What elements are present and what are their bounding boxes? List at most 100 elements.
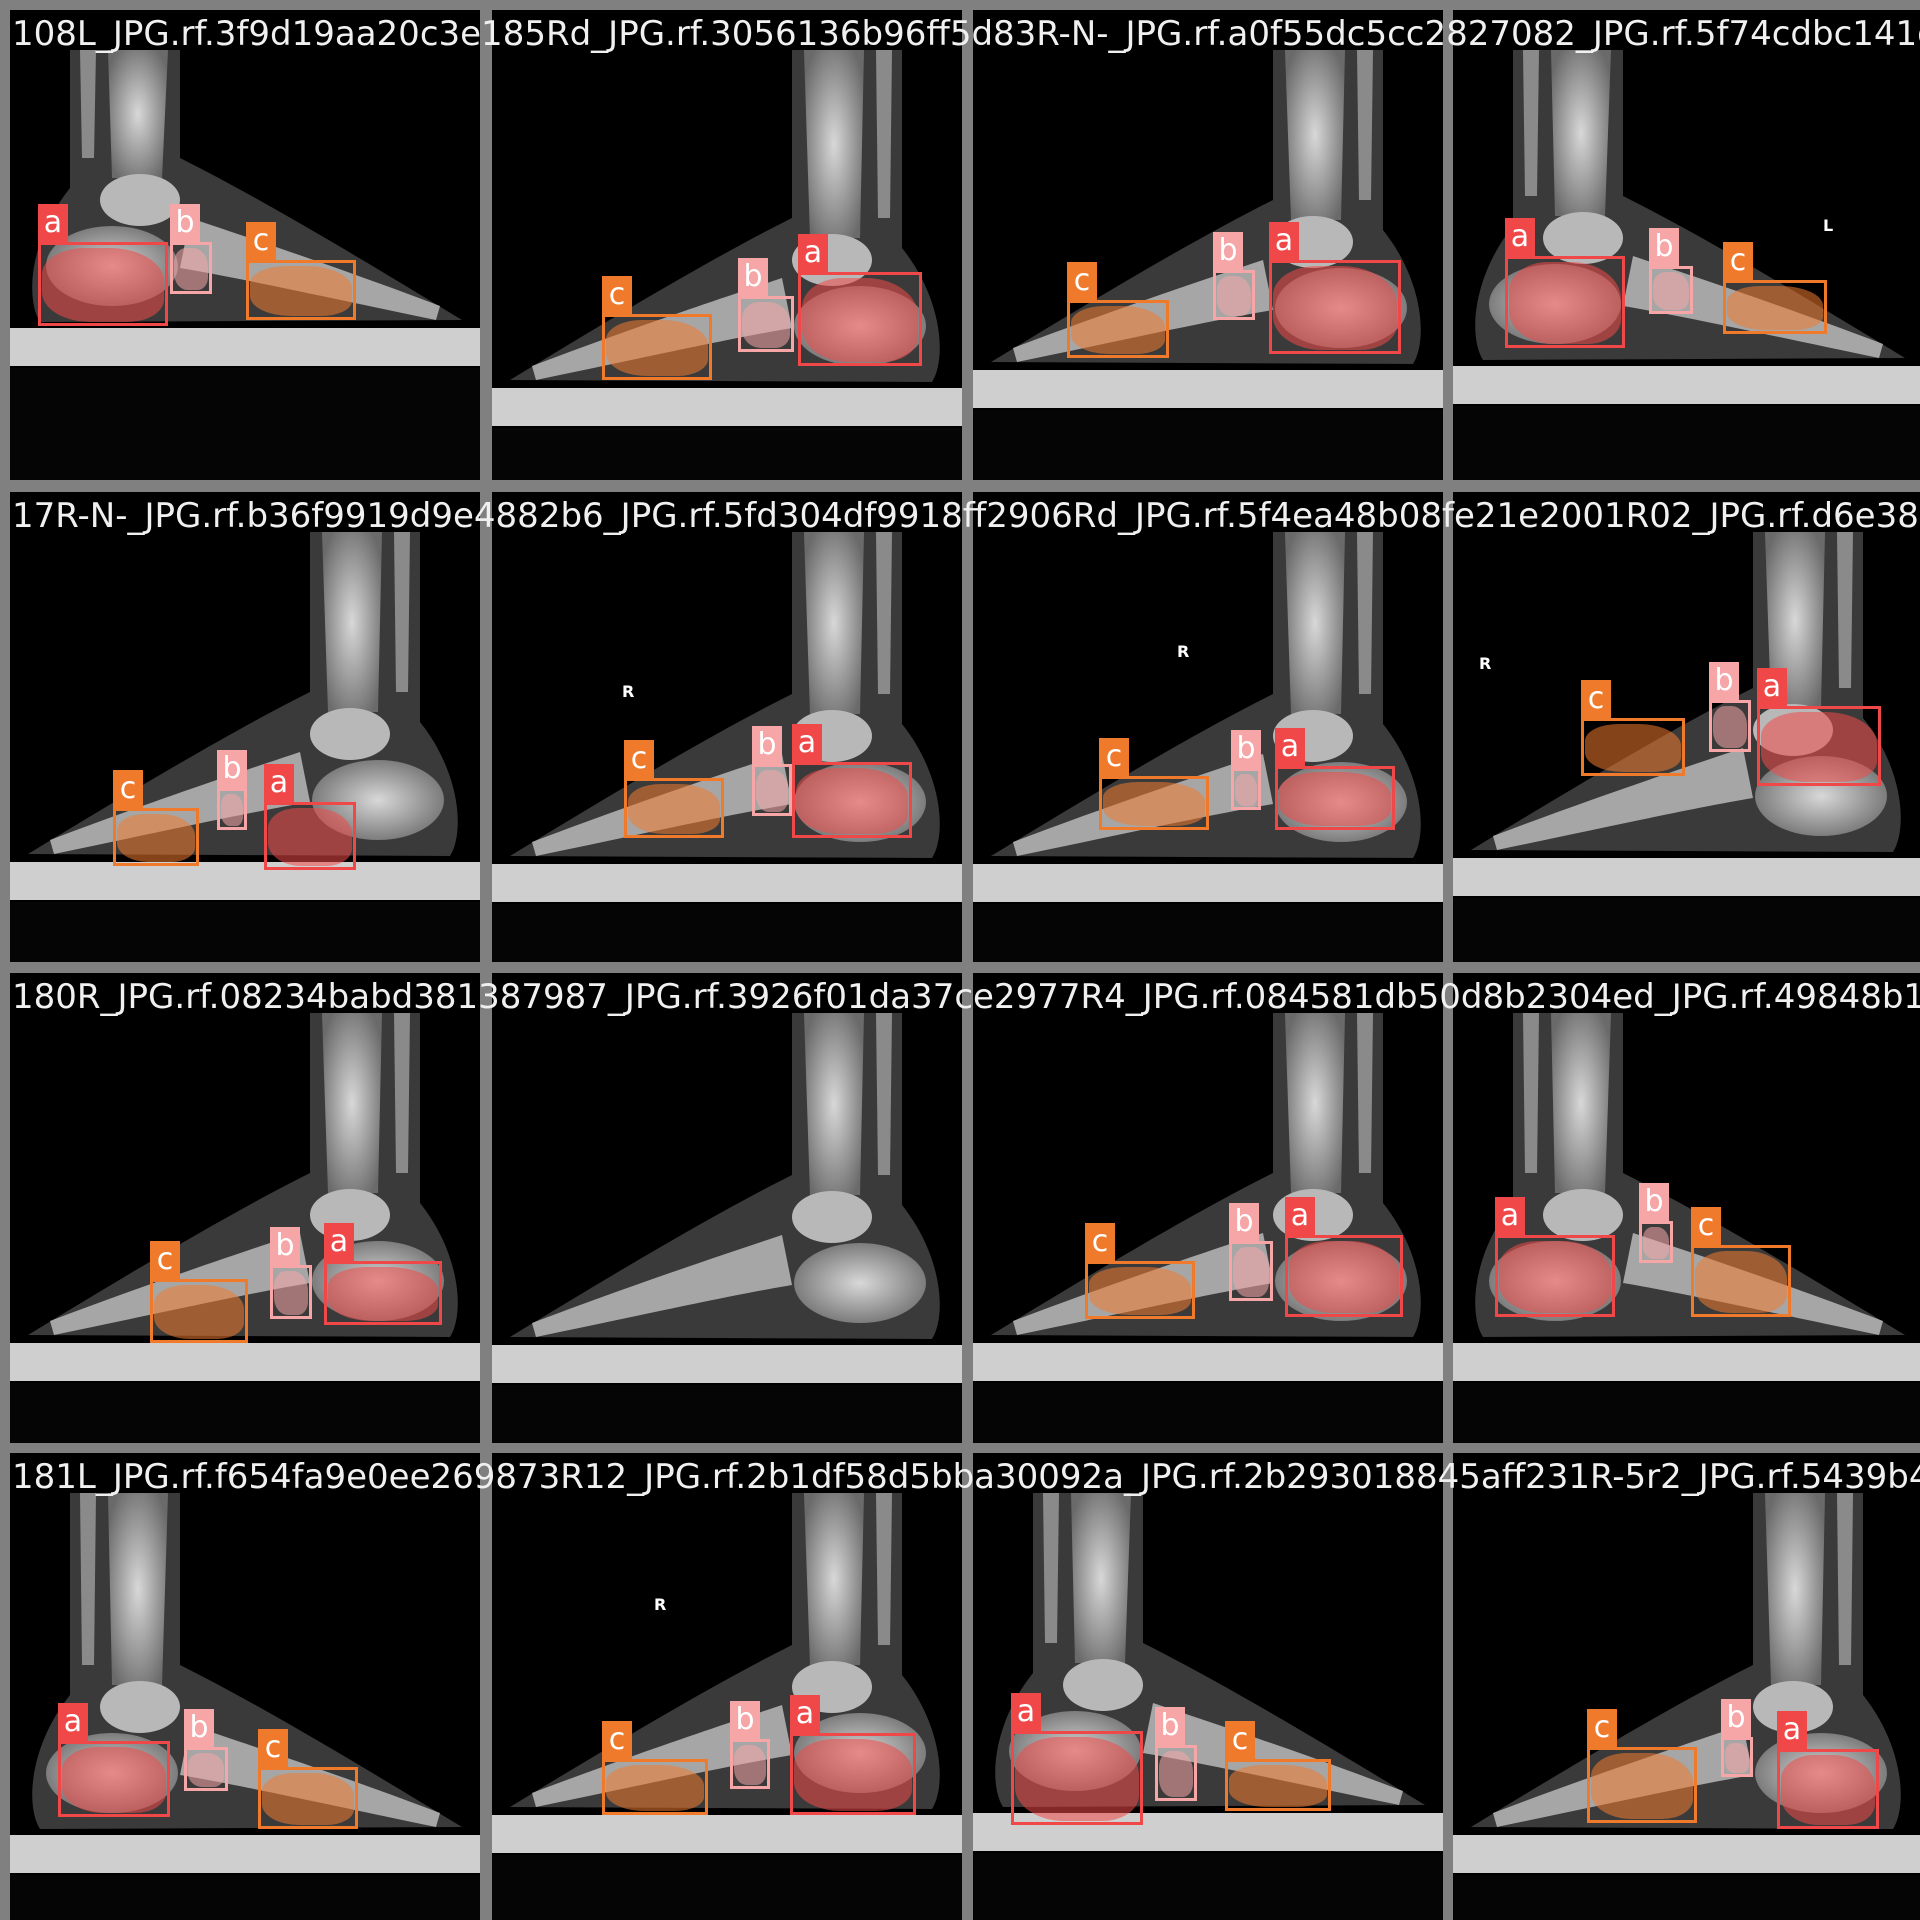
segmentation-mask-b bbox=[274, 1271, 308, 1315]
box-label-c: c bbox=[258, 1729, 288, 1767]
segmentation-mask-b bbox=[742, 302, 790, 348]
segmentation-mask-a bbox=[1781, 1755, 1875, 1825]
segmentation-mask-b bbox=[1643, 1227, 1669, 1259]
segmentation-mask-b bbox=[756, 770, 788, 812]
bounding-box-c bbox=[1085, 1261, 1195, 1319]
image-filename-title: 180R_JPG.rf.08234babd381387987_JPG.rf.39… bbox=[12, 977, 1920, 1017]
box-label-b: b bbox=[752, 726, 782, 764]
box-label-b: b bbox=[270, 1227, 300, 1265]
box-label-c: c bbox=[602, 276, 632, 314]
row-title-strip: 108L_JPG.rf.3f9d19aa20c3e185Rd_JPG.rf.30… bbox=[10, 10, 1920, 58]
box-label-c: c bbox=[1587, 1709, 1617, 1747]
bounding-box-a bbox=[798, 272, 922, 366]
bounding-box-c bbox=[1691, 1245, 1791, 1317]
segmentation-mask-a bbox=[268, 808, 352, 866]
image-filename-title: 108L_JPG.rf.3f9d19aa20c3e185Rd_JPG.rf.30… bbox=[12, 14, 1920, 54]
segmentation-mask-b bbox=[1159, 1751, 1193, 1797]
box-label-c: c bbox=[1723, 242, 1753, 280]
segmentation-mask-c bbox=[606, 1765, 704, 1811]
bounding-box-c bbox=[1067, 300, 1169, 358]
box-label-a: a bbox=[798, 234, 828, 272]
bounding-box-a bbox=[264, 802, 356, 870]
bounding-box-b bbox=[1229, 1241, 1273, 1301]
segmentation-mask-b bbox=[1217, 276, 1251, 316]
segmentation-mask-a bbox=[62, 1747, 166, 1813]
box-label-c: c bbox=[246, 222, 276, 260]
bounding-box-b bbox=[170, 242, 212, 294]
segmentation-mask-c bbox=[1089, 1267, 1191, 1315]
box-label-a: a bbox=[1285, 1197, 1315, 1235]
box-label-a: a bbox=[792, 724, 822, 762]
box-label-b: b bbox=[1709, 662, 1739, 700]
bounding-box-c bbox=[113, 808, 199, 866]
foot-xray-image bbox=[973, 1493, 1443, 1920]
box-label-a: a bbox=[1495, 1197, 1525, 1235]
segmentation-mask-b bbox=[734, 1745, 766, 1785]
segmentation-mask-b bbox=[1713, 706, 1747, 748]
box-label-a: a bbox=[264, 764, 294, 802]
foot-xray-image bbox=[492, 50, 962, 480]
foot-xray-image bbox=[973, 50, 1443, 480]
bounding-box-c bbox=[1581, 718, 1685, 776]
segmentation-mask-c bbox=[1071, 306, 1165, 354]
bounding-box-b bbox=[217, 788, 247, 830]
xray-tile bbox=[492, 973, 962, 1443]
foot-xray-image bbox=[10, 1493, 480, 1920]
bounding-box-a bbox=[1285, 1235, 1403, 1317]
segmentation-mask-b bbox=[1233, 1247, 1269, 1297]
bounding-box-b bbox=[730, 1739, 770, 1789]
foot-xray-image bbox=[492, 532, 962, 962]
box-label-c: c bbox=[1099, 738, 1129, 776]
segmentation-mask-c bbox=[1229, 1765, 1327, 1807]
segmentation-mask-a bbox=[796, 768, 908, 834]
bounding-box-a bbox=[58, 1741, 170, 1817]
box-label-c: c bbox=[602, 1721, 632, 1759]
segmentation-mask-c bbox=[154, 1285, 244, 1339]
box-label-c: c bbox=[150, 1241, 180, 1279]
bounding-box-b bbox=[1721, 1737, 1753, 1777]
image-filename-title: 181L_JPG.rf.f654fa9e0ee269873R12_JPG.rf.… bbox=[12, 1457, 1920, 1497]
bounding-box-a bbox=[1011, 1731, 1143, 1825]
bounding-box-a bbox=[1777, 1749, 1879, 1829]
image-filename-title: 17R-N-_JPG.rf.b36f9919d9e4882b6_JPG.rf.5… bbox=[12, 496, 1920, 536]
bounding-box-c bbox=[150, 1279, 248, 1343]
segmentation-mask-b bbox=[1725, 1743, 1749, 1773]
box-label-c: c bbox=[1225, 1721, 1255, 1759]
box-label-b: b bbox=[730, 1701, 760, 1739]
box-label-a: a bbox=[1269, 222, 1299, 260]
bounding-box-c bbox=[1723, 280, 1827, 334]
bounding-box-a bbox=[792, 762, 912, 838]
side-marker: L bbox=[1823, 216, 1834, 235]
foot-xray-image bbox=[492, 1493, 962, 1920]
segmentation-mask-b bbox=[1653, 272, 1689, 310]
foot-xray-image bbox=[10, 532, 480, 962]
box-label-b: b bbox=[1229, 1203, 1259, 1241]
foot-xray-image bbox=[492, 1013, 962, 1443]
segmentation-mask-a bbox=[1273, 266, 1397, 350]
segmentation-mask-a bbox=[328, 1267, 438, 1321]
box-label-c: c bbox=[1085, 1223, 1115, 1261]
box-label-c: c bbox=[1581, 680, 1611, 718]
segmentation-mask-a bbox=[794, 1739, 912, 1811]
segmentation-mask-c bbox=[1695, 1251, 1787, 1313]
side-marker: R bbox=[1479, 654, 1492, 673]
box-label-b: b bbox=[1213, 232, 1243, 270]
bounding-box-a bbox=[1505, 256, 1625, 348]
box-label-b: b bbox=[1639, 1183, 1669, 1221]
bounding-box-a bbox=[1495, 1235, 1615, 1317]
foot-xray-image bbox=[973, 532, 1443, 962]
box-label-b: b bbox=[170, 204, 200, 242]
box-label-a: a bbox=[324, 1223, 354, 1261]
segmentation-mask-a bbox=[1279, 772, 1391, 826]
bounding-box-a bbox=[38, 242, 168, 326]
